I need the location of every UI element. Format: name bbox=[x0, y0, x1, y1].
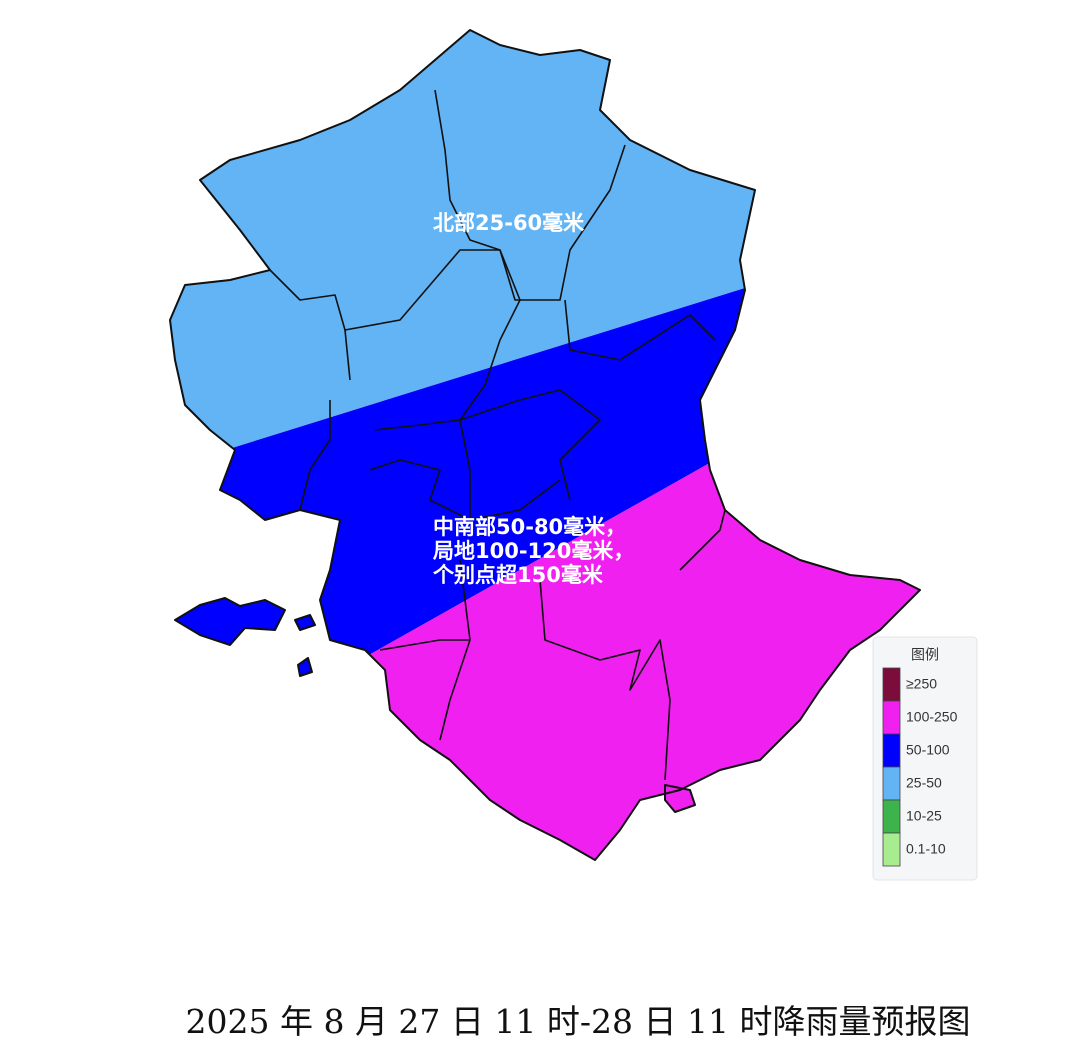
caption: 2025 年 8 月 27 日 11 时-28 日 11 时降雨量预报图 bbox=[186, 1002, 971, 1041]
legend: 图例 ≥250 100-250 50-100 25-50 10-25 0.1-10 bbox=[872, 636, 978, 881]
annotation: 局地100-120毫米， bbox=[433, 539, 634, 563]
legend-swatch bbox=[882, 799, 901, 834]
annotation: 个别点超150毫米 bbox=[433, 563, 604, 587]
county-borders bbox=[269, 89, 726, 781]
annotation: 中南部50-80毫米， bbox=[433, 515, 626, 539]
legend-label: ≥250 bbox=[906, 676, 937, 692]
legend-label: 25-50 bbox=[906, 775, 942, 791]
annotations: 北部25-60毫米中南部50-80毫米，局地100-120毫米，个别点超150毫… bbox=[433, 211, 634, 587]
annotation: 北部25-60毫米 bbox=[433, 211, 585, 235]
legend-label: 0.1-10 bbox=[906, 841, 946, 857]
island-outline bbox=[174, 597, 696, 813]
legend-label: 10-25 bbox=[906, 808, 942, 824]
legend-swatch bbox=[882, 733, 901, 768]
legend-swatch bbox=[882, 667, 901, 702]
island bbox=[175, 598, 285, 645]
legend-swatch bbox=[882, 832, 901, 867]
legend-swatch bbox=[882, 700, 901, 735]
legend-label: 50-100 bbox=[906, 742, 950, 758]
legend-title: 图例 bbox=[911, 647, 939, 663]
legend-label: 100-250 bbox=[906, 709, 958, 725]
legend-swatch bbox=[882, 766, 901, 801]
